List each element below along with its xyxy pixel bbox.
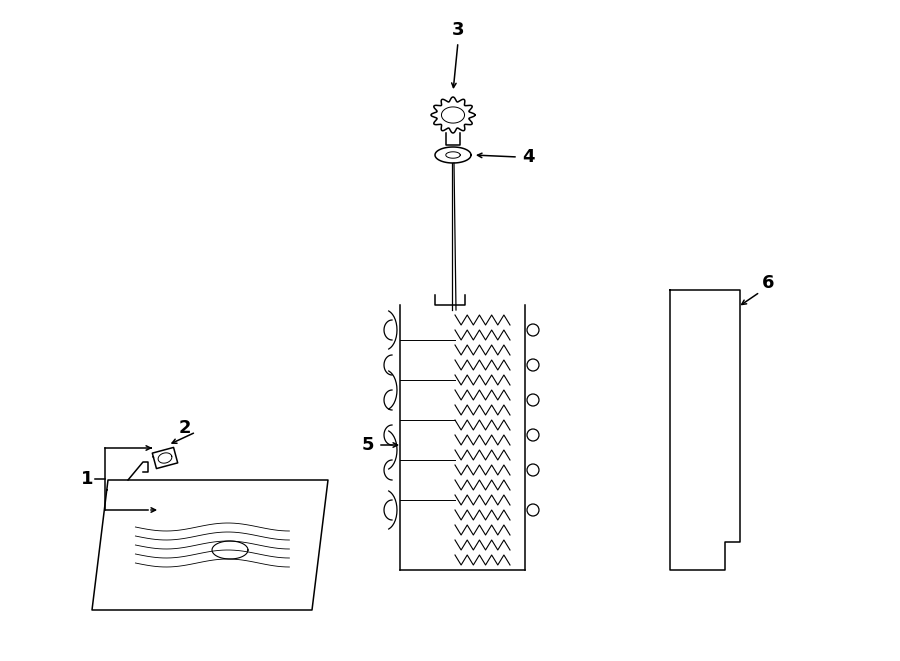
Text: 1: 1 — [81, 470, 94, 488]
Text: 5: 5 — [362, 436, 374, 454]
Text: 6: 6 — [761, 274, 774, 292]
Text: 4: 4 — [522, 148, 535, 166]
Text: 2: 2 — [179, 419, 191, 437]
Text: 3: 3 — [452, 21, 464, 39]
